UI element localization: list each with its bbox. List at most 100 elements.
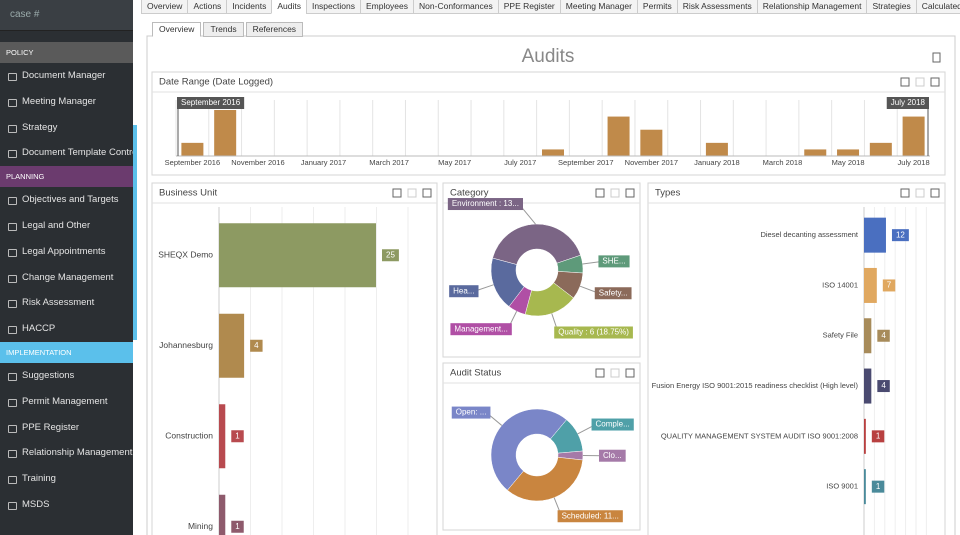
menu-item[interactable]: Meeting Manager	[0, 89, 133, 115]
panel-title: Business Unit	[159, 188, 217, 199]
tab[interactable]: Inspections	[305, 0, 361, 14]
bar	[864, 368, 872, 404]
value-label: September 2016	[177, 97, 245, 109]
value-label: 7	[882, 279, 896, 292]
x-tick-label: September 2016	[165, 158, 220, 167]
page-title: Audits	[522, 46, 575, 67]
value-label-box	[231, 430, 244, 443]
bar	[864, 267, 877, 303]
panel-title: Types	[655, 188, 681, 199]
menu-item[interactable]: HACCP	[0, 316, 133, 342]
tab[interactable]: Strategies	[866, 0, 917, 14]
value-label-text: Quality : 6 (18.75%)	[558, 328, 629, 337]
value-label-text: Safety...	[599, 288, 628, 297]
subtab[interactable]: Overview	[152, 22, 202, 37]
tab[interactable]: Meeting Manager	[559, 0, 638, 14]
value-label-box	[447, 198, 523, 211]
panel-icon	[422, 188, 432, 198]
value-label-box	[882, 279, 896, 292]
menu-item[interactable]: Change Management	[0, 265, 133, 291]
value-label: 1	[871, 430, 885, 443]
panel-icon	[610, 188, 620, 198]
x-tick-label: November 2017	[625, 158, 678, 167]
value-label: 25	[382, 249, 399, 262]
tab[interactable]: PPE Register	[497, 0, 561, 14]
tab[interactable]: Relationship Management	[756, 0, 868, 14]
bar	[864, 469, 866, 505]
panel-icon	[625, 188, 635, 198]
value-label: Quality : 6 (18.75%)	[554, 326, 633, 339]
value-label-box	[891, 229, 909, 242]
panel-title: Category	[450, 188, 489, 199]
value-label-box	[177, 97, 245, 109]
tab[interactable]: Risk Assessments	[676, 0, 758, 14]
y-tick-label: Mining	[188, 521, 213, 531]
value-label-text: Scheduled: 11...	[562, 511, 619, 520]
menu-item[interactable]: Legal and Other	[0, 213, 133, 239]
menu-item[interactable]: Relationship Management	[0, 440, 133, 466]
bar	[219, 494, 226, 535]
menu-item[interactable]: Suggestions	[0, 363, 133, 389]
menu-item[interactable]: Strategy	[0, 115, 133, 141]
panel-icon	[392, 188, 402, 198]
value-label-box	[886, 97, 929, 109]
value-label-box	[557, 510, 623, 523]
value-label-box	[449, 285, 479, 298]
panel-icon	[407, 188, 417, 198]
value-label: 4	[877, 329, 890, 342]
menu-item[interactable]: Permit Management	[0, 389, 133, 415]
tab[interactable]: Non-Conformances	[413, 0, 499, 14]
menu-item[interactable]: Legal Appointments	[0, 239, 133, 265]
tab[interactable]: Employees	[359, 0, 415, 14]
donut-slice	[492, 223, 581, 265]
value-label-box	[594, 287, 632, 300]
donut-slice	[490, 408, 567, 491]
panel-icon	[625, 368, 635, 378]
x-tick-label: July 2018	[898, 158, 930, 167]
y-tick-label: Fusion Energy ISO 9001:2015 readiness ch…	[652, 381, 859, 390]
menu-item[interactable]: Training	[0, 466, 133, 492]
value-label-text: Hea...	[453, 286, 474, 295]
y-tick-label: Johannesburg	[159, 340, 213, 350]
value-label: Open: ...	[451, 406, 491, 419]
section-header: IMPLEMENTATION	[0, 341, 133, 363]
subtab[interactable]: References	[245, 22, 304, 37]
y-tick-label: ISO 9001	[826, 482, 858, 491]
menu-item[interactable]: Document Manager	[0, 63, 133, 89]
bar	[864, 318, 872, 354]
y-tick-label: Construction	[165, 431, 213, 441]
bar	[219, 223, 376, 288]
tab[interactable]: Audits	[271, 0, 307, 14]
value-label-box	[877, 380, 890, 393]
value-label-box	[871, 480, 885, 493]
search-box[interactable]: case #	[0, 0, 133, 31]
tab[interactable]: Calculated Reporti	[915, 0, 960, 14]
section-header: PLANNING	[0, 166, 133, 188]
panel-icon	[610, 368, 620, 378]
tab[interactable]: Overview	[141, 0, 189, 14]
tab[interactable]: Permits	[636, 0, 678, 14]
bar	[804, 149, 827, 156]
subtab[interactable]: Trends	[203, 22, 244, 37]
menu-item[interactable]: Risk Assessment	[0, 290, 133, 316]
y-tick-label: QUALITY MANAGEMENT SYSTEM AUDIT ISO 9001…	[661, 431, 858, 440]
value-label-text: SHE...	[602, 256, 625, 265]
value-label-box	[598, 449, 626, 462]
x-tick-label: September 2017	[558, 158, 613, 167]
panel-title: Audit Status	[450, 368, 501, 379]
tab[interactable]: Actions	[187, 0, 228, 14]
menu-item[interactable]: Objectives and Targets	[0, 187, 133, 213]
value-label-text: Environment : 13...	[452, 199, 519, 208]
menu-item[interactable]: PPE Register	[0, 415, 133, 441]
value-label: Environment : 13...	[447, 198, 523, 211]
x-tick-label: November 2016	[231, 158, 284, 167]
subtab-bar: Overview Trends References	[152, 22, 305, 37]
menu-item[interactable]: Document Template Control	[0, 140, 133, 166]
value-label-text: Comple...	[596, 420, 630, 429]
menu-item[interactable]: MSDS	[0, 492, 133, 518]
value-label: Scheduled: 11...	[557, 510, 623, 523]
section-header: POLICY	[0, 42, 133, 63]
tab[interactable]: Incidents	[226, 0, 273, 14]
panel	[442, 362, 641, 531]
